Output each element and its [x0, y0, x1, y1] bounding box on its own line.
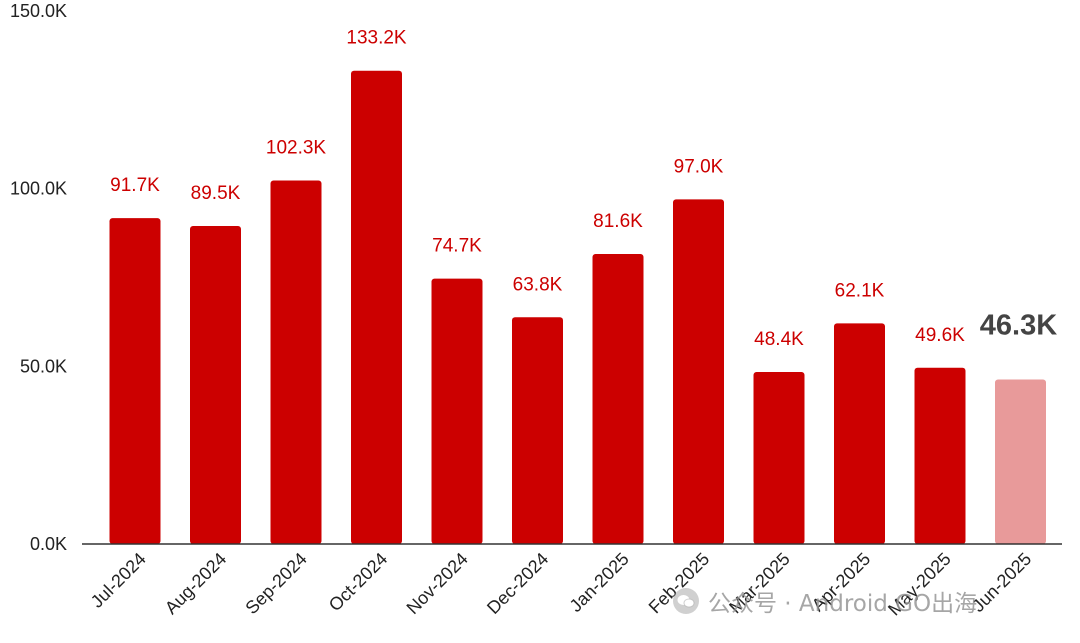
x-tick-label: Jul-2024 [87, 549, 150, 612]
bar [673, 199, 724, 544]
x-tick-label: Aug-2024 [161, 549, 230, 618]
watermark: 公众号 · Android GO出海 [672, 584, 977, 618]
wechat-icon [673, 588, 699, 614]
y-tick-label: 150.0K [10, 1, 67, 21]
bar [351, 70, 402, 545]
data-label: 91.7K [110, 175, 160, 196]
data-label: 62.1K [835, 280, 885, 301]
data-label: 48.4K [754, 329, 804, 350]
data-label: 49.6K [915, 325, 965, 346]
x-tick-label: Dec-2024 [483, 549, 552, 618]
y-tick-label: 100.0K [10, 179, 67, 199]
data-label: 133.2K [346, 28, 407, 49]
bar [592, 254, 644, 544]
data-label: 97.0K [674, 156, 724, 177]
bar [270, 180, 322, 544]
x-tick-label: Nov-2024 [402, 549, 471, 618]
bar [109, 218, 161, 544]
x-tick-label: Jun-2025 [968, 549, 1035, 616]
data-label: 81.6K [593, 211, 643, 232]
bar [914, 367, 966, 544]
watermark-text: 公众号 · Android GO出海 [708, 591, 978, 617]
x-tick-label: Oct-2024 [325, 549, 392, 616]
x-tick-label: Sep-2024 [241, 549, 310, 618]
data-label: 89.5K [191, 183, 241, 204]
bar [834, 323, 885, 544]
data-label: 74.7K [432, 236, 482, 257]
y-tick-label: 0.0K [30, 534, 67, 554]
data-label: 102.3K [266, 137, 327, 158]
data-label: 63.8K [513, 274, 563, 295]
bar [995, 379, 1046, 544]
bar [753, 372, 805, 544]
bar [512, 317, 563, 544]
bar [190, 225, 241, 544]
bar [431, 278, 483, 544]
data-label: 46.3K [980, 309, 1057, 341]
x-tick-label: Jan-2025 [566, 549, 633, 616]
y-tick-label: 50.0K [20, 356, 67, 376]
